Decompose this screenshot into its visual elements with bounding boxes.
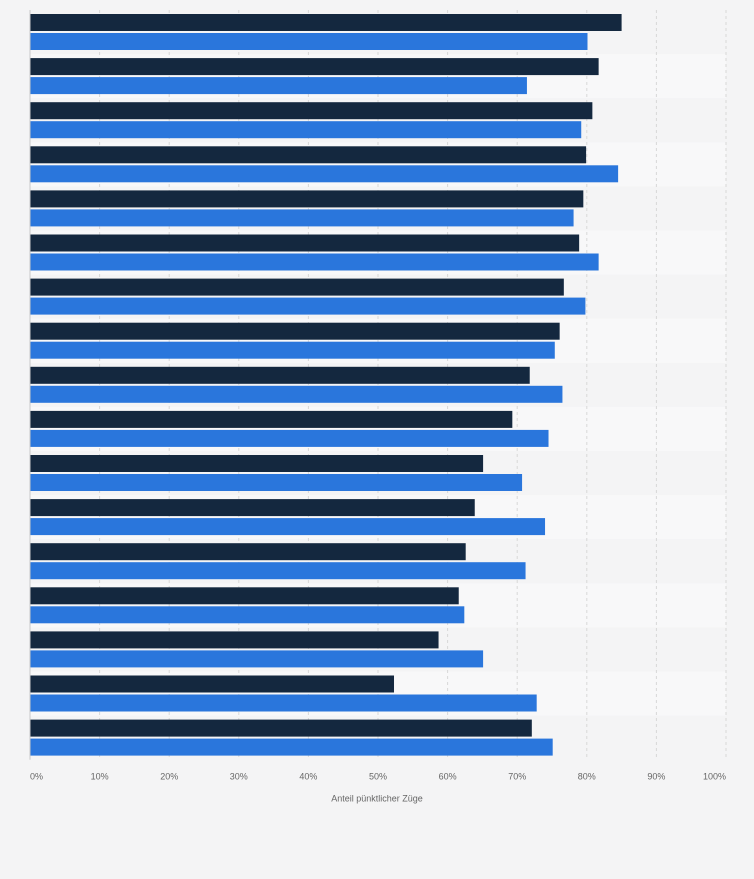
bar-series-2[interactable]	[30, 650, 484, 668]
x-tick-label: 0%	[30, 772, 43, 782]
bar-series-1[interactable]	[30, 234, 580, 252]
x-tick-label: 90%	[647, 772, 665, 782]
bar-series-2[interactable]	[30, 474, 523, 491]
bar-series-1[interactable]	[30, 366, 530, 384]
x-tick-label: 100%	[703, 772, 726, 782]
bar-series-2[interactable]	[30, 121, 582, 139]
bar-series-1[interactable]	[30, 322, 560, 340]
bar-series-2[interactable]	[30, 518, 546, 536]
bar-series-2[interactable]	[30, 253, 599, 271]
bar-series-1[interactable]	[30, 675, 395, 693]
bar-series-2[interactable]	[30, 165, 619, 183]
bar-series-1[interactable]	[30, 719, 532, 737]
bar-series-1[interactable]	[30, 587, 459, 605]
x-tick-label: 70%	[508, 772, 526, 782]
x-tick-label: 60%	[439, 772, 457, 782]
bar-series-2[interactable]	[30, 77, 527, 95]
x-tick-label: 20%	[160, 772, 178, 782]
bar-series-1[interactable]	[30, 58, 599, 76]
bar-series-2[interactable]	[30, 33, 588, 50]
bar-series-1[interactable]	[30, 146, 587, 164]
bar-series-2[interactable]	[30, 738, 553, 756]
bar-series-1[interactable]	[30, 190, 584, 208]
bars	[30, 14, 622, 756]
bar-series-2[interactable]	[30, 606, 465, 624]
bar-series-2[interactable]	[30, 385, 563, 403]
bar-series-1[interactable]	[30, 543, 466, 561]
x-tick-label: 40%	[299, 772, 317, 782]
bar-series-1[interactable]	[30, 631, 439, 649]
bar-series-2[interactable]	[30, 429, 549, 447]
bar-series-1[interactable]	[30, 455, 484, 472]
bar-series-2[interactable]	[30, 562, 526, 580]
bar-series-1[interactable]	[30, 410, 513, 428]
x-tick-labels: 0% 10% 20% 30% 40% 50% 60% 70% 80% 90% 100%	[30, 772, 726, 782]
x-tick-label: 80%	[578, 772, 596, 782]
bar-series-2[interactable]	[30, 209, 574, 227]
bar-series-1[interactable]	[30, 278, 564, 296]
x-tick-label: 30%	[230, 772, 248, 782]
bar-series-2[interactable]	[30, 694, 537, 712]
bar-series-2[interactable]	[30, 341, 555, 359]
x-tick-label: 50%	[369, 772, 387, 782]
bar-series-1[interactable]	[30, 102, 593, 120]
bar-series-1[interactable]	[30, 499, 475, 517]
x-axis-title: Anteil pünktlicher Züge	[331, 794, 423, 804]
x-tick-label: 10%	[91, 772, 109, 782]
bar-series-2[interactable]	[30, 297, 586, 315]
bar-series-1[interactable]	[30, 14, 622, 31]
